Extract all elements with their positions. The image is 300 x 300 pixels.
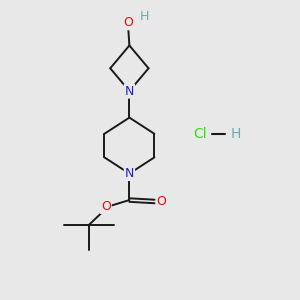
Text: H: H [230,127,241,141]
Text: O: O [156,195,166,208]
Text: N: N [125,167,134,180]
Text: Cl: Cl [193,127,207,141]
Text: O: O [123,16,133,29]
Text: N: N [125,85,134,98]
Text: H: H [140,11,149,23]
Text: O: O [101,200,111,213]
